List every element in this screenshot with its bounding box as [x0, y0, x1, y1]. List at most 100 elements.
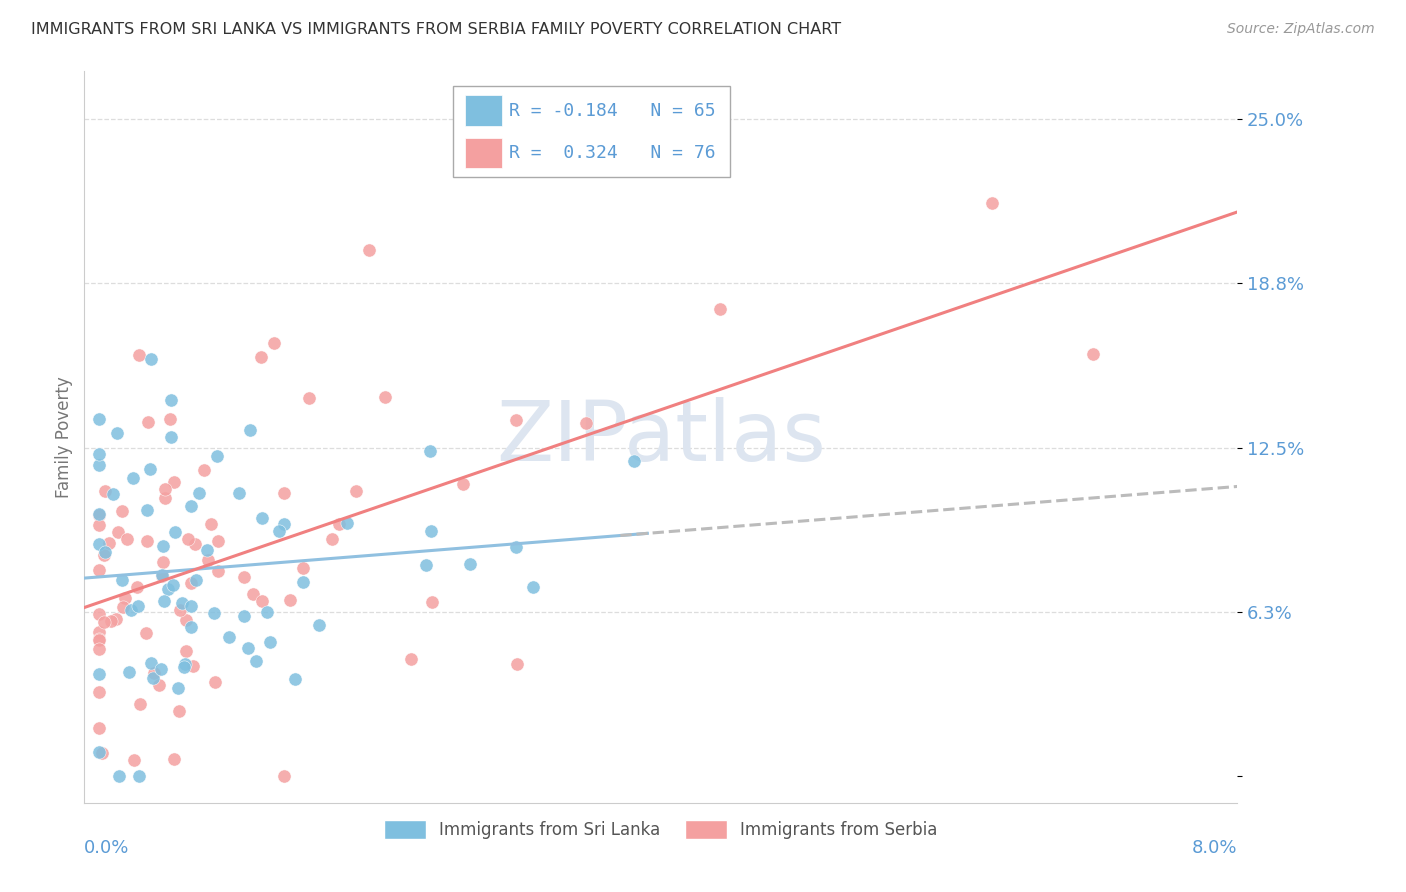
Point	[169, 602, 191, 616]
Point	[87, 518, 110, 533]
Point	[200, 516, 222, 531]
Point	[93, 615, 115, 629]
Point	[167, 681, 190, 696]
Point	[419, 524, 441, 538]
Point	[228, 486, 250, 500]
Point	[232, 609, 254, 624]
Point	[245, 654, 267, 668]
Point	[120, 603, 142, 617]
Point	[98, 536, 121, 550]
Point	[180, 499, 202, 513]
Point	[284, 673, 307, 687]
Point	[180, 575, 202, 590]
Point	[298, 391, 321, 405]
Point	[263, 335, 285, 350]
Point	[150, 568, 173, 582]
Point	[239, 423, 262, 437]
Point	[273, 486, 295, 500]
Point	[107, 524, 129, 539]
Point	[160, 430, 183, 444]
Point	[195, 543, 218, 558]
Point	[94, 484, 117, 499]
Point	[87, 536, 110, 550]
Point	[575, 416, 598, 430]
Legend: Immigrants from Sri Lanka, Immigrants from Serbia: Immigrants from Sri Lanka, Immigrants fr…	[377, 814, 945, 846]
Point	[87, 458, 110, 472]
Point	[419, 444, 441, 458]
Point	[111, 504, 134, 518]
Point	[242, 587, 264, 601]
Point	[94, 545, 117, 559]
Point	[233, 569, 256, 583]
Point	[87, 447, 110, 461]
Point	[420, 595, 443, 609]
Point	[105, 425, 128, 440]
Point	[451, 477, 474, 491]
Point	[91, 746, 114, 760]
Point	[87, 632, 110, 646]
Y-axis label: Family Poverty: Family Poverty	[55, 376, 73, 498]
Point	[259, 634, 281, 648]
Text: 0.0%: 0.0%	[84, 839, 129, 857]
Point	[188, 486, 211, 500]
Point	[114, 591, 136, 605]
Text: 8.0%: 8.0%	[1192, 839, 1237, 857]
Point	[170, 595, 193, 609]
Point	[205, 449, 228, 463]
Point	[256, 605, 278, 619]
Point	[176, 613, 198, 627]
Point	[105, 612, 128, 626]
Text: ZIPatlas: ZIPatlas	[496, 397, 825, 477]
Point	[399, 652, 422, 666]
Point	[87, 607, 110, 622]
Point	[181, 658, 204, 673]
Point	[122, 471, 145, 485]
Point	[162, 578, 184, 592]
Point	[136, 416, 159, 430]
Point	[162, 752, 184, 766]
Point	[328, 516, 350, 531]
Point	[87, 412, 110, 426]
Point	[153, 482, 176, 496]
Point	[291, 574, 314, 589]
Point	[180, 599, 202, 614]
Point	[122, 753, 145, 767]
Point	[150, 568, 173, 582]
Point	[207, 534, 229, 549]
Point	[152, 539, 174, 553]
Point	[87, 508, 110, 522]
Point	[173, 657, 195, 671]
Point	[152, 555, 174, 569]
Point	[173, 659, 195, 673]
Point	[111, 600, 134, 615]
Point	[153, 593, 176, 607]
Point	[117, 532, 139, 546]
Point	[153, 491, 176, 506]
Point	[336, 516, 359, 531]
Point	[278, 593, 301, 607]
Point	[100, 614, 122, 628]
Point	[506, 657, 529, 672]
Point	[522, 580, 544, 594]
Point	[249, 350, 271, 364]
Point	[163, 475, 186, 490]
Point	[111, 573, 134, 587]
Point	[87, 508, 110, 522]
FancyBboxPatch shape	[465, 95, 502, 127]
Point	[177, 532, 200, 546]
Point	[118, 665, 141, 679]
Point	[458, 557, 481, 571]
Point	[87, 721, 110, 735]
Point	[981, 195, 1004, 210]
Point	[308, 618, 330, 632]
Point	[252, 593, 274, 607]
Point	[150, 662, 173, 676]
Point	[128, 348, 150, 362]
Point	[273, 517, 295, 532]
Point	[87, 666, 110, 681]
Text: Source: ZipAtlas.com: Source: ZipAtlas.com	[1227, 22, 1375, 37]
Point	[252, 511, 274, 525]
Point	[142, 666, 165, 681]
Point	[1083, 347, 1105, 361]
Point	[136, 503, 159, 517]
